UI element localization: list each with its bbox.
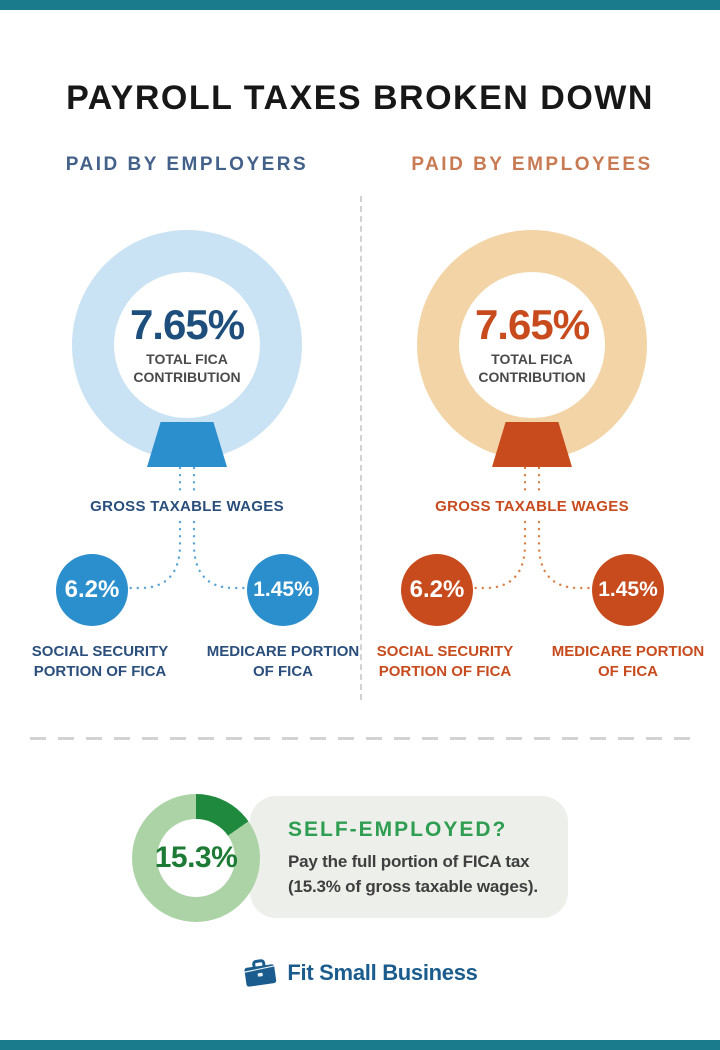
employers-column: PAID BY EMPLOYERS 7.65% TOTAL FICA CONTR… [27, 140, 359, 720]
donut-wedge-pointer [492, 422, 572, 467]
donut-center: 7.65% TOTAL FICA CONTRIBUTION [114, 272, 260, 418]
brand-footer: Fit Small Business [0, 956, 720, 990]
employers-header: PAID BY EMPLOYERS [65, 154, 309, 175]
briefcase-icon [244, 959, 277, 987]
employees-header: PAID BY EMPLOYEES [411, 154, 653, 175]
dotted-connector-lines [126, 466, 248, 590]
dotted-connector-lines [471, 466, 593, 590]
column-divider-line [360, 196, 362, 700]
employers-medicare-label: MEDICARE PORTION OF FICA [206, 643, 360, 680]
page-title: PAYROLL TAXES BROKEN DOWN [66, 78, 654, 117]
employees-total-fica-value: 7.65% [474, 301, 590, 348]
employees-total-fica-label: TOTAL FICA CONTRIBUTION [478, 351, 586, 385]
self-employed-body: Pay the full portion of FICA tax (15.3% … [288, 852, 538, 896]
employees-social-security-circle: 6.2% [401, 554, 473, 626]
employees-medicare-label: MEDICARE PORTION OF FICA [551, 643, 705, 680]
section-divider-line [30, 737, 690, 740]
self-employed-value: 15.3% [154, 841, 238, 874]
donut-center: 7.65% TOTAL FICA CONTRIBUTION [459, 272, 605, 418]
donut-center: 15.3% [154, 819, 238, 897]
employees-fica-donut: 7.65% TOTAL FICA CONTRIBUTION [417, 230, 647, 467]
employers-social-security-circle: 6.2% [56, 554, 128, 626]
self-employed-donut: 15.3% [132, 794, 260, 922]
employers-gross-wages-label: GROSS TAXABLE WAGES [90, 498, 284, 515]
brand-name: Fit Small Business [287, 960, 478, 985]
employers-fica-donut: 7.65% TOTAL FICA CONTRIBUTION [72, 230, 302, 467]
self-employed-card [250, 796, 568, 918]
employers-total-fica-label: TOTAL FICA CONTRIBUTION [133, 351, 241, 385]
employees-medicare-circle: 1.45% [592, 554, 664, 626]
employees-column: PAID BY EMPLOYEES 7.65% TOTAL FICA CONTR… [372, 140, 704, 720]
employers-medicare-circle: 1.45% [247, 554, 319, 626]
employers-social-security-label: SOCIAL SECURITY PORTION OF FICA [31, 643, 169, 680]
donut-wedge-pointer [147, 422, 227, 467]
employers-total-fica-value: 7.65% [129, 301, 245, 348]
bottom-accent-bar [0, 1040, 720, 1050]
employees-social-security-label: SOCIAL SECURITY PORTION OF FICA [376, 643, 514, 680]
employees-gross-wages-label: GROSS TAXABLE WAGES [435, 498, 629, 515]
self-employed-heading: SELF-EMPLOYED? [288, 818, 508, 841]
top-accent-bar [0, 0, 720, 10]
